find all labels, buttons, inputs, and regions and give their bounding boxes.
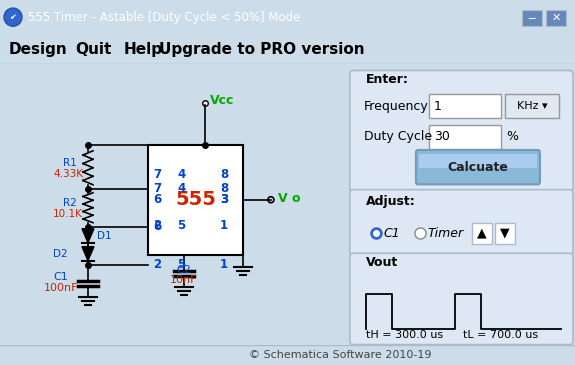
Text: V o: V o [278,192,300,205]
FancyBboxPatch shape [416,150,540,184]
Text: © Schematica Software 2010-19: © Schematica Software 2010-19 [249,350,431,360]
Text: 4: 4 [177,182,185,195]
Text: Timer: Timer [428,227,464,240]
Text: 100nF: 100nF [44,283,78,293]
Circle shape [6,9,21,25]
Text: 7: 7 [153,182,161,195]
Text: 10.1K: 10.1K [53,209,83,219]
Text: 1: 1 [220,219,228,231]
FancyBboxPatch shape [148,145,243,255]
Text: Calcuate: Calcuate [447,161,508,174]
Text: 1: 1 [434,100,442,113]
Text: 3: 3 [220,193,228,206]
Text: Enter:: Enter: [366,73,409,86]
FancyBboxPatch shape [495,223,515,244]
Text: tL = 700.0 us: tL = 700.0 us [463,330,538,340]
Text: ─: ─ [528,13,535,23]
Text: %: % [506,130,518,143]
Text: 6: 6 [153,193,161,206]
FancyBboxPatch shape [546,10,566,26]
Text: 555: 555 [175,190,216,209]
Text: D1: D1 [97,231,112,241]
Text: 4.33K: 4.33K [53,169,83,179]
Text: 8: 8 [220,168,228,181]
FancyBboxPatch shape [472,223,492,244]
Text: Frequency: Frequency [364,100,428,113]
Text: ✕: ✕ [551,13,561,23]
FancyBboxPatch shape [505,95,559,118]
Text: KHz ▾: KHz ▾ [517,101,547,111]
FancyBboxPatch shape [429,125,501,149]
Text: C1: C1 [384,227,401,240]
Text: ▲: ▲ [477,227,487,240]
FancyBboxPatch shape [350,253,573,345]
FancyBboxPatch shape [350,190,573,256]
Text: 8: 8 [220,182,228,195]
Text: 555 Timer - Astable [Duty Cycle < 50%] Mode: 555 Timer - Astable [Duty Cycle < 50%] M… [28,11,300,24]
Polygon shape [82,229,94,243]
Text: 5: 5 [177,219,185,231]
Text: tH = 300.0 us: tH = 300.0 us [366,330,443,340]
Text: 1: 1 [220,258,228,271]
Text: Adjust:: Adjust: [366,195,416,208]
Text: 10nF: 10nF [170,274,198,285]
Text: ▼: ▼ [500,227,510,240]
Text: 4: 4 [177,168,185,181]
Text: Design: Design [9,42,67,57]
Text: Vout: Vout [366,256,398,269]
Polygon shape [82,247,94,261]
Text: 3: 3 [220,193,228,206]
Text: R1: R1 [63,158,77,168]
Text: Quit: Quit [75,42,111,57]
Circle shape [4,8,22,26]
FancyBboxPatch shape [429,95,501,118]
FancyBboxPatch shape [522,10,542,26]
FancyBboxPatch shape [419,154,537,169]
Text: 2: 2 [153,219,161,231]
Text: ✔: ✔ [10,13,17,22]
Text: Vcc: Vcc [210,94,234,107]
Text: 30: 30 [434,130,450,143]
Text: Help: Help [124,42,163,57]
Text: Duty Cycle: Duty Cycle [364,130,432,143]
Text: Upgrade to PRO version: Upgrade to PRO version [159,42,365,57]
Text: D2: D2 [53,249,67,259]
FancyBboxPatch shape [350,70,573,192]
Text: C2: C2 [177,265,191,274]
Text: R2: R2 [63,198,77,208]
Text: 5: 5 [177,258,185,271]
Text: 2: 2 [153,258,161,271]
Text: 6: 6 [153,220,161,233]
Text: C1: C1 [53,272,68,282]
Text: 7: 7 [153,168,161,181]
